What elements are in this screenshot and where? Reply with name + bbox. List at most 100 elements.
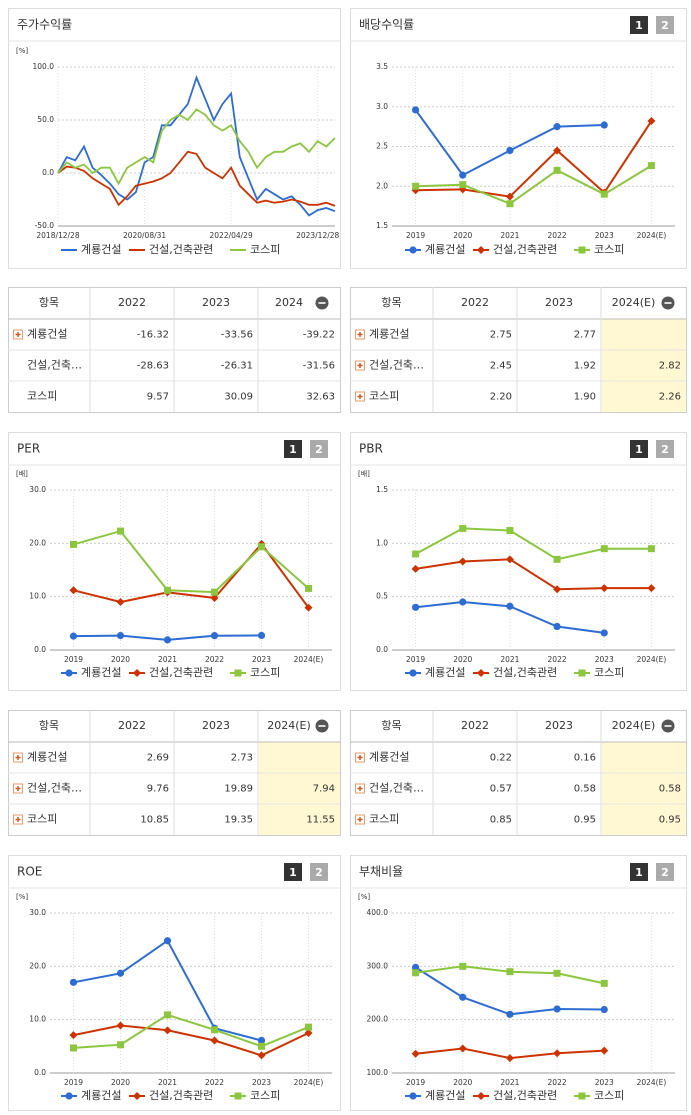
expand-icon (357, 786, 363, 791)
data-point (411, 963, 420, 972)
page-button[interactable] (656, 440, 674, 458)
data-point (647, 117, 656, 126)
table-cell: -16.32 (137, 330, 169, 341)
legend-label: 계룡건설 (425, 243, 465, 256)
table-cell: 0.95 (659, 815, 681, 826)
legend-marker (65, 669, 73, 677)
data-point (69, 632, 78, 640)
x-tick-label: 2022 (548, 1078, 567, 1087)
page-button[interactable] (310, 863, 328, 881)
data-point (70, 540, 77, 548)
header-cell: 2023 (202, 719, 230, 732)
data-point (600, 1005, 608, 1014)
page-button-label: 1 (635, 866, 643, 879)
series-line (57, 108, 336, 186)
x-tick-label: 2020 (111, 1078, 130, 1087)
page-button-label: 2 (661, 866, 669, 879)
table-cell: -26.31 (221, 361, 253, 372)
legend-label: 건설,건축관련 (149, 243, 213, 256)
expand-icon (15, 332, 21, 337)
data-point (506, 602, 514, 610)
page-button[interactable] (310, 440, 328, 458)
data-point (505, 192, 514, 201)
legend-label: 건설,건축관련 (493, 1089, 557, 1102)
x-tick-label: 2024(E) (294, 1078, 324, 1087)
page-button[interactable] (284, 863, 302, 881)
data-point (411, 106, 420, 114)
data-point (117, 1041, 124, 1049)
data-point (210, 1036, 219, 1045)
x-tick-label: 2023 (595, 231, 614, 240)
legend-label: 계룡건설 (81, 666, 121, 679)
expand-icon (357, 817, 363, 822)
page-button[interactable] (284, 440, 302, 458)
data-point (257, 631, 266, 640)
y-tick-label: 200.0 (367, 1015, 389, 1024)
table-cell: 2.26 (659, 392, 681, 403)
data-point (164, 586, 171, 594)
header-cell: 항목 (39, 296, 59, 309)
header-cell: 2023 (545, 719, 573, 732)
chart-title: PER (17, 442, 40, 456)
data-point (647, 162, 655, 170)
y-tick-label: 100.0 (367, 1068, 389, 1077)
expand-icon (357, 363, 363, 368)
page-button[interactable] (630, 440, 648, 458)
y-tick-label: 2.0 (376, 181, 388, 190)
x-tick-label: 2023/12/28 (296, 231, 339, 240)
page-button[interactable] (656, 863, 674, 881)
y-tick-label: 0.0 (376, 645, 388, 654)
row-label: 계룡건설 (27, 751, 67, 764)
header-cell: 항목 (381, 719, 401, 732)
row-label: 코스피 (369, 390, 399, 403)
legend-label: 코스피 (250, 666, 280, 679)
x-tick-label: 2024(E) (637, 231, 667, 240)
x-tick-label: 2021 (500, 231, 519, 240)
table-cell: -28.63 (137, 361, 169, 372)
table-cell: 0.58 (574, 784, 596, 795)
page-button[interactable] (656, 16, 674, 34)
x-tick-label: 2018/12/28 (36, 231, 79, 240)
data-point (412, 969, 420, 977)
expand-icon (357, 332, 363, 337)
y-tick-label: 3.0 (376, 102, 388, 111)
page-button[interactable] (630, 863, 648, 881)
data-point (116, 969, 125, 977)
row-label: 건설,건축… (27, 359, 82, 372)
table-cell: 0.58 (659, 784, 681, 795)
x-tick-label: 2022 (205, 655, 224, 664)
legend-label: 계룡건설 (425, 1089, 465, 1102)
data-point (458, 557, 467, 566)
page-button[interactable] (630, 16, 648, 34)
x-tick-label: 2023 (252, 1078, 271, 1087)
table-cell: 0.22 (490, 753, 512, 764)
series-line (57, 75, 336, 217)
row-label: 건설,건축… (369, 359, 424, 372)
series-line (415, 558, 652, 591)
legend-marker (477, 669, 485, 677)
y-tick-label: 0.0 (34, 645, 46, 654)
table-cell: 19.89 (224, 784, 253, 795)
data-point (600, 979, 608, 987)
y-tick-label: 30.0 (29, 908, 46, 917)
x-tick-label: 2019 (64, 1078, 83, 1087)
table-cell: 1.92 (574, 361, 596, 372)
panel (8, 855, 341, 1111)
table-cell: -39.22 (303, 330, 335, 341)
data-point (258, 1042, 265, 1050)
legend-label: 건설,건축관련 (149, 666, 213, 679)
data-point (257, 1051, 266, 1060)
header-cell: 2022 (461, 719, 489, 732)
data-point (258, 543, 265, 551)
row-label: 계룡건설 (27, 328, 67, 341)
y-tick-label: -50.0 (35, 221, 55, 230)
data-point (163, 1026, 172, 1035)
legend-label: 계룡건설 (81, 243, 121, 256)
expand-icon (15, 786, 21, 791)
expand-icon (15, 817, 21, 822)
page-button-label: 1 (635, 443, 643, 456)
row-label: 코스피 (27, 813, 57, 826)
data-point (304, 603, 313, 612)
page-button-label: 2 (661, 443, 669, 456)
header-cell: 항목 (381, 296, 401, 309)
